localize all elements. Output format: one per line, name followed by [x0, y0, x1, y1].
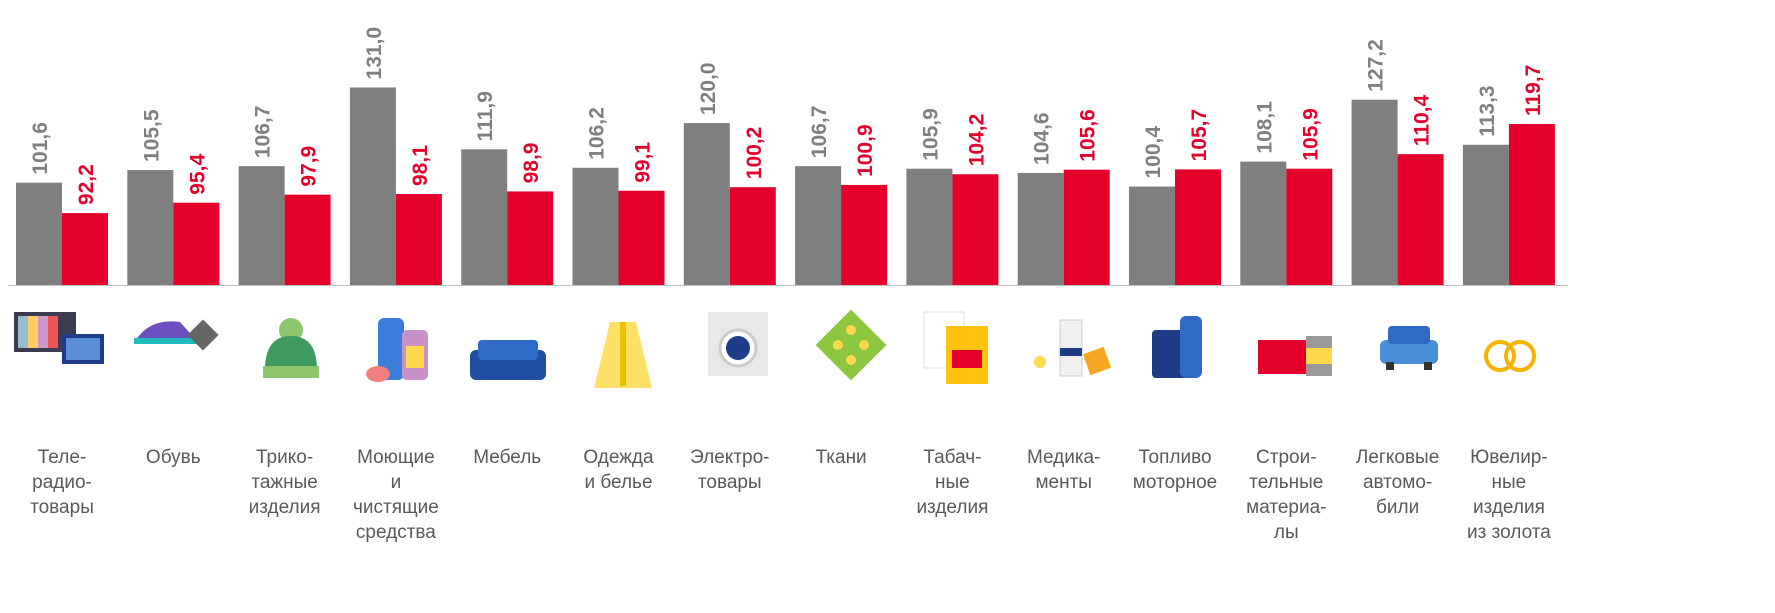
x-tick-label: Топливо моторное: [1133, 447, 1217, 493]
value-label: 131,0: [363, 27, 386, 80]
bar: [1351, 99, 1398, 285]
bar: [507, 191, 554, 285]
value-label: 92,2: [75, 164, 98, 205]
icon-sofa: [470, 340, 546, 380]
bar: [16, 182, 62, 285]
icon-rings: [1484, 340, 1536, 372]
bar: [729, 187, 776, 285]
value-label: 99,1: [632, 142, 655, 183]
bar: [461, 149, 508, 285]
x-tick-label: Медика-менты: [1027, 447, 1101, 493]
value-label: 100,9: [854, 124, 877, 177]
value-label: 106,7: [808, 106, 831, 159]
bar: [841, 184, 888, 285]
icon-medicine: [1034, 319, 1112, 377]
value-label: 97,9: [298, 146, 321, 187]
bar: [1017, 172, 1064, 285]
bar: [62, 213, 108, 285]
bar: [1063, 169, 1110, 285]
x-tick-label: Одежда и белье: [583, 447, 654, 493]
x-tick-label: Строи-тельные материа-лы: [1246, 447, 1326, 543]
icon-cigarettes: [923, 311, 988, 384]
value-label: 106,2: [586, 107, 609, 160]
x-tick-label: Обувь: [146, 447, 201, 468]
icons: [14, 309, 1536, 388]
value-label: 127,2: [1365, 39, 1388, 92]
value-label: 105,5: [140, 109, 163, 162]
bar: [906, 168, 953, 285]
value-label: 104,2: [965, 114, 988, 167]
icon-washer: [708, 312, 768, 376]
bar: [572, 167, 619, 285]
value-label: 105,6: [1077, 109, 1100, 162]
bar: [1129, 186, 1175, 285]
value-label: 106,7: [252, 106, 275, 159]
x-tick-label: Мебель: [473, 447, 541, 468]
icon-detergent: [366, 318, 428, 382]
value-label: 98,1: [409, 145, 432, 186]
bar: [173, 202, 220, 285]
bar: [1175, 169, 1221, 285]
bar: [238, 166, 285, 285]
x-tick-label: Моющие и чистящие средства: [353, 447, 439, 543]
value-label: 113,3: [1476, 85, 1499, 136]
bar: [952, 174, 999, 285]
bar: [1240, 161, 1287, 285]
value-label: 104,6: [1031, 112, 1054, 165]
value-label: 98,9: [520, 143, 543, 184]
icon-bricks: [1258, 336, 1332, 376]
value-label: 105,9: [919, 108, 942, 161]
bar: [127, 170, 174, 285]
x-tick-label: Электро-товары: [690, 447, 769, 493]
icon-car: [1380, 326, 1438, 370]
bar: [1462, 144, 1509, 285]
bar: [1397, 154, 1444, 285]
bar: [1286, 168, 1333, 285]
value-label: 101,6: [29, 122, 52, 175]
value-label: 105,7: [1188, 109, 1211, 162]
bar: [284, 194, 331, 285]
icon-shoe: [134, 319, 219, 351]
icon-tv: [14, 312, 104, 364]
value-label: 120,0: [697, 63, 720, 116]
bar: [395, 193, 442, 285]
value-label: 100,2: [743, 127, 766, 180]
value-label: 110,4: [1411, 94, 1434, 146]
value-label: 100,4: [1142, 126, 1165, 179]
icon-fabric: [815, 309, 887, 381]
x-tick-label: Легковые автомо-били: [1356, 447, 1439, 518]
bar: [795, 166, 842, 285]
value-label: 108,1: [1253, 101, 1276, 154]
icon-coat: [594, 322, 652, 388]
x-tick-label: Табач-ные изделия: [916, 447, 988, 518]
x-tick-label: Трико-тажные изделия: [249, 447, 321, 518]
x-tick-label: Ткани: [816, 447, 867, 468]
value-label: 95,4: [186, 154, 209, 195]
bar: [349, 87, 396, 286]
value-label: 119,7: [1522, 65, 1545, 116]
bar: [618, 190, 665, 285]
icon-hat: [263, 318, 319, 378]
value-label: 111,9: [474, 91, 497, 141]
x-tick-label: Теле-радио-товары: [30, 447, 94, 518]
bar: [683, 123, 730, 286]
icon-fuel: [1152, 316, 1202, 378]
bar: [1508, 124, 1555, 286]
value-label: 105,9: [1299, 108, 1322, 161]
x-tick-label: Ювелир-ные изделия из золота: [1467, 447, 1551, 543]
